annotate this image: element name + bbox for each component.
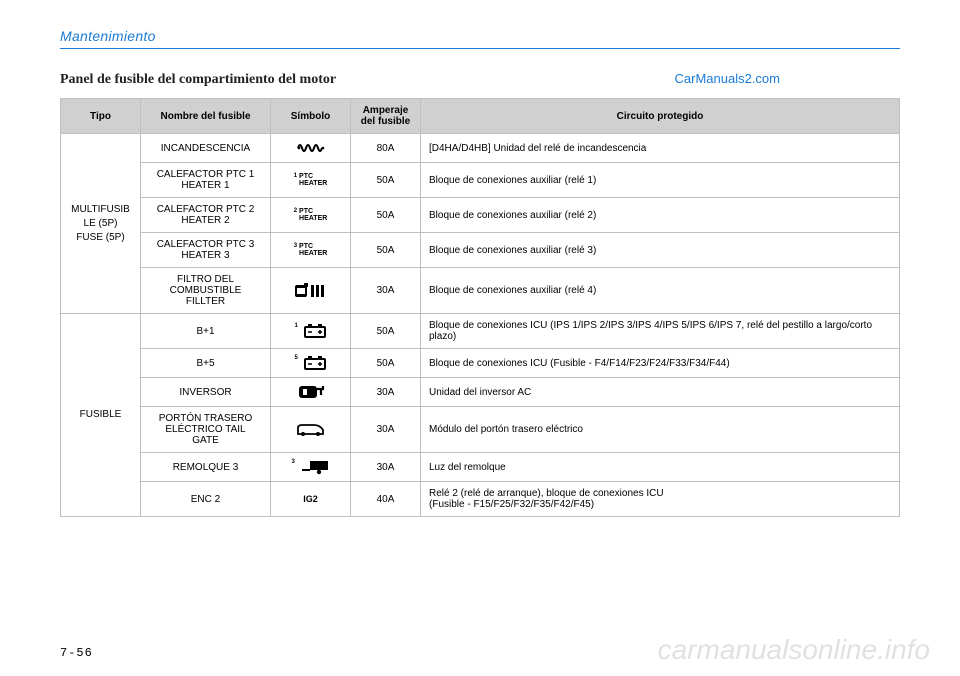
big-watermark: carmanualsonline.info <box>658 634 930 666</box>
watermark-link: CarManuals2.com <box>675 71 781 86</box>
circuito-cell: Módulo del portón trasero eléctrico <box>421 407 900 453</box>
table-row: PORTÓN TRASERO ELÉCTRICO TAIL GATE 30AMó… <box>61 407 900 453</box>
circuito-cell: Unidad del inversor AC <box>421 378 900 407</box>
amperaje-cell: 30A <box>351 407 421 453</box>
ptc-heater-label: PTC HEATER <box>299 243 327 257</box>
trailer-icon <box>300 459 330 475</box>
circuito-cell: [D4HA/D4HB] Unidad del relé de incandesc… <box>421 134 900 163</box>
symbol-number: 3 <box>291 459 294 465</box>
amperaje-cell: 50A <box>351 163 421 198</box>
table-row: REMOLQUE 3 3 30ALuz del remolque <box>61 453 900 482</box>
symbol-cell: 5 <box>271 349 351 378</box>
symbol-cell: IG2 <box>271 482 351 517</box>
tailgate-icon <box>296 422 326 438</box>
fuel-filter-icon <box>294 282 328 300</box>
symbol-cell: 3 <box>271 453 351 482</box>
tipo-cell: MULTIFUSIB LE (5P) FUSE (5P) <box>61 134 141 314</box>
th-circuito: Circuito protegido <box>421 99 900 134</box>
th-tipo: Tipo <box>61 99 141 134</box>
table-header-row: Tipo Nombre del fusible Símbolo Amperaje… <box>61 99 900 134</box>
inverter-icon <box>297 384 325 400</box>
symbol-number: 1 <box>294 173 297 179</box>
symbol-cell <box>271 268 351 314</box>
title-rule <box>60 48 900 49</box>
table-row: CALEFACTOR PTC 1 HEATER 11PTC HEATER50AB… <box>61 163 900 198</box>
tipo-cell: FUSIBLE <box>61 314 141 517</box>
symbol-cell: 1PTC HEATER <box>271 163 351 198</box>
panel-title: Panel de fusible del compartimiento del … <box>60 72 336 88</box>
table-row: B+5 5 50ABloque de conexiones ICU (Fusibl… <box>61 349 900 378</box>
circuito-cell: Bloque de conexiones auxiliar (relé 1) <box>421 163 900 198</box>
table-row: CALEFACTOR PTC 3 HEATER 33PTC HEATER50AB… <box>61 233 900 268</box>
amperaje-cell: 30A <box>351 378 421 407</box>
table-row: FILTRO DEL COMBUSTIBLE FILLTER 30ABloque… <box>61 268 900 314</box>
symbol-cell <box>271 407 351 453</box>
symbol-number: 1 <box>294 323 297 329</box>
nombre-cell: ENC 2 <box>141 482 271 517</box>
page: Mantenimiento Panel de fusible del compa… <box>0 0 960 676</box>
symbol-cell: 3PTC HEATER <box>271 233 351 268</box>
battery-icon <box>303 323 327 339</box>
amperaje-cell: 50A <box>351 198 421 233</box>
symbol-number: 3 <box>294 243 297 249</box>
amperaje-cell: 80A <box>351 134 421 163</box>
table-row: MULTIFUSIB LE (5P) FUSE (5P)INCANDESCENC… <box>61 134 900 163</box>
section-title: Mantenimiento <box>60 28 900 44</box>
table-row: CALEFACTOR PTC 2 HEATER 22PTC HEATER50AB… <box>61 198 900 233</box>
ptc-heater-label: PTC HEATER <box>299 208 327 222</box>
nombre-cell: B+5 <box>141 349 271 378</box>
panel-title-row: Panel de fusible del compartimiento del … <box>60 71 900 88</box>
amperaje-cell: 50A <box>351 233 421 268</box>
nombre-cell: CALEFACTOR PTC 1 HEATER 1 <box>141 163 271 198</box>
th-nombre: Nombre del fusible <box>141 99 271 134</box>
amperaje-cell: 50A <box>351 349 421 378</box>
circuito-cell: Bloque de conexiones auxiliar (relé 3) <box>421 233 900 268</box>
table-row: INVERSOR 30AUnidad del inversor AC <box>61 378 900 407</box>
ptc-heater-label: PTC HEATER <box>299 173 327 187</box>
symbol-number: 2 <box>294 208 297 214</box>
amperaje-cell: 30A <box>351 268 421 314</box>
nombre-cell: CALEFACTOR PTC 2 HEATER 2 <box>141 198 271 233</box>
nombre-cell: INVERSOR <box>141 378 271 407</box>
nombre-cell: FILTRO DEL COMBUSTIBLE FILLTER <box>141 268 271 314</box>
nombre-cell: B+1 <box>141 314 271 349</box>
symbol-cell: 1 <box>271 314 351 349</box>
circuito-cell: Relé 2 (relé de arranque), bloque de con… <box>421 482 900 517</box>
nombre-cell: REMOLQUE 3 <box>141 453 271 482</box>
circuito-cell: Bloque de conexiones auxiliar (relé 4) <box>421 268 900 314</box>
table-row: ENC 2 IG2 40ARelé 2 (relé de arranque), bl… <box>61 482 900 517</box>
amperaje-cell: 40A <box>351 482 421 517</box>
circuito-cell: Bloque de conexiones ICU (IPS 1/IPS 2/IP… <box>421 314 900 349</box>
circuito-cell: Bloque de conexiones ICU (Fusible - F4/F… <box>421 349 900 378</box>
table-row: FUSIBLEB+11 50ABloque de conexiones ICU … <box>61 314 900 349</box>
symbol-cell <box>271 378 351 407</box>
amperaje-cell: 50A <box>351 314 421 349</box>
nombre-cell: CALEFACTOR PTC 3 HEATER 3 <box>141 233 271 268</box>
nombre-cell: INCANDESCENCIA <box>141 134 271 163</box>
amperaje-cell: 30A <box>351 453 421 482</box>
ig2-label: IG2 <box>303 494 318 504</box>
symbol-number: 5 <box>294 355 297 361</box>
th-simbolo: Símbolo <box>271 99 351 134</box>
page-number: 7-56 <box>60 646 93 660</box>
battery-icon <box>303 355 327 371</box>
fuse-table: Tipo Nombre del fusible Símbolo Amperaje… <box>60 98 900 517</box>
symbol-cell: 2PTC HEATER <box>271 198 351 233</box>
th-amperaje: Amperaje del fusible <box>351 99 421 134</box>
circuito-cell: Luz del remolque <box>421 453 900 482</box>
glow-icon <box>297 140 325 156</box>
symbol-cell <box>271 134 351 163</box>
circuito-cell: Bloque de conexiones auxiliar (relé 2) <box>421 198 900 233</box>
nombre-cell: PORTÓN TRASERO ELÉCTRICO TAIL GATE <box>141 407 271 453</box>
